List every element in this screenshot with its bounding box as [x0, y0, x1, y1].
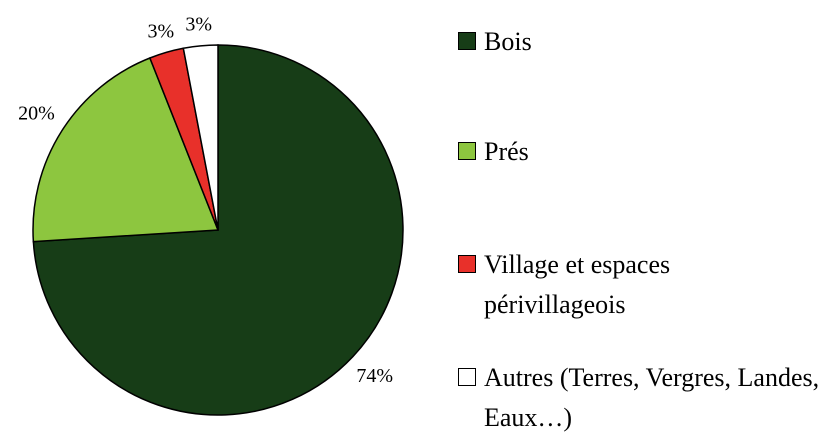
legend-entry: Autres (Terres, Vergres, Landes, Eaux…) [458, 358, 828, 438]
legend-label: Prés [484, 137, 529, 166]
data-label: 3% [147, 21, 174, 43]
legend-label: Bois [484, 27, 532, 56]
legend-swatch [458, 368, 476, 386]
legend-swatch [458, 255, 476, 273]
legend-label: Autres (Terres, Vergres, Landes, Eaux…) [484, 363, 820, 432]
chart: 74% 20% 3% 3% [18, 14, 404, 416]
data-label: 74% [356, 365, 393, 387]
legend-label: Village et espaces périvillageois [484, 250, 671, 319]
legend-swatch [458, 32, 476, 50]
legend-swatch [458, 142, 476, 160]
data-label: 20% [18, 102, 55, 124]
legend-entry: Prés [458, 132, 828, 172]
pie-slice [182, 44, 219, 231]
legend-entry: Village et espaces périvillageois [458, 245, 828, 325]
legend-entry: Bois [458, 22, 828, 62]
data-label: 3% [185, 14, 212, 36]
pie-slice [32, 57, 220, 243]
